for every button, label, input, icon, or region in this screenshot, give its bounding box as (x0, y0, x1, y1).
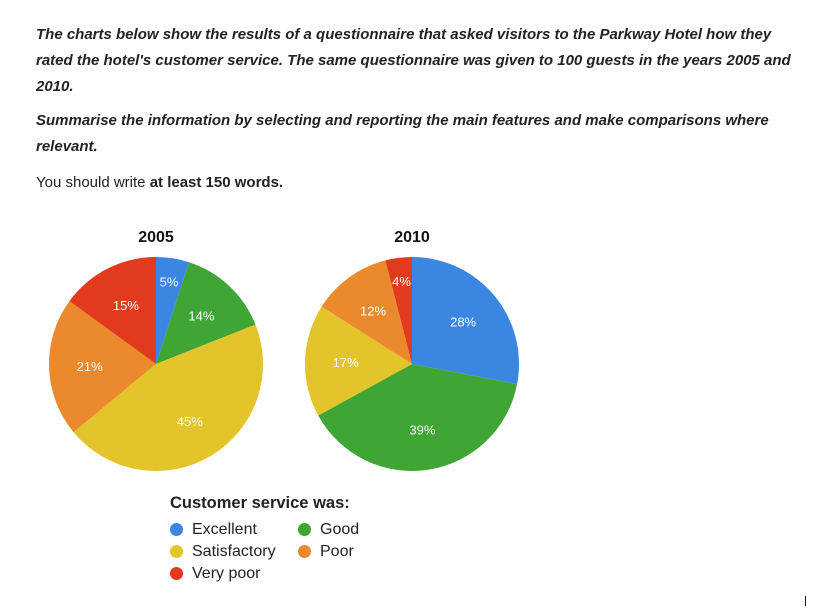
pie-slice-poor (321, 260, 412, 364)
good-color-dot (298, 523, 311, 536)
pie-chart-2010: 2010 28% 39% 17% 12% 4% (305, 229, 519, 471)
very-poor-color-dot (170, 567, 183, 580)
task-instruction: Summarise the information by selecting a… (36, 112, 769, 155)
legend-label-satisfactory: Satisfactory (192, 542, 276, 560)
legend-grid: Excellent Good Satisfactory Poor Very po… (170, 519, 398, 584)
legend-item-poor: Poor (298, 541, 398, 562)
pie-slice-satisfactory (305, 306, 412, 416)
legend-item-good: Good (298, 519, 398, 540)
slice-label-very-poor: 15% (113, 298, 139, 313)
slice-label-satisfactory: 17% (333, 355, 359, 370)
note-bold: at least 150 words. (149, 174, 284, 191)
slice-label-good: 39% (409, 423, 435, 438)
legend-item-satisfactory: Satisfactory (170, 541, 298, 562)
slice-label-excellent: 28% (450, 315, 476, 330)
pie-slice-excellent (156, 257, 190, 364)
pie-slice-very-poor (69, 257, 156, 364)
pie-slice-very-poor (385, 257, 412, 364)
poor-color-dot (298, 545, 311, 558)
legend-title: Customer service was: (170, 494, 350, 512)
legend-label-excellent: Excellent (192, 520, 257, 538)
slice-label-excellent: 5% (160, 275, 179, 290)
slice-label-very-poor: 4% (392, 274, 411, 289)
legend-label-poor: Poor (320, 542, 354, 560)
legend-item-very-poor: Very poor (170, 563, 298, 584)
slice-label-poor: 12% (360, 303, 386, 318)
pie-title: 2005 (138, 229, 174, 246)
corner-mark (805, 596, 806, 606)
legend-item-excellent: Excellent (170, 519, 298, 540)
task-prompt: The charts below show the results of a q… (36, 26, 791, 95)
legend-label-good: Good (320, 520, 360, 538)
legend: Customer service was: Excellent Good Sat… (170, 494, 398, 584)
slice-label-satisfactory: 45% (177, 414, 203, 429)
pie-charts: 2005 5% 14% 45% 21% 15% 2010 28% 39% 17% 12% 4% (48, 229, 519, 471)
word-count-note: You should write at least 150 words. (36, 170, 806, 196)
pie-slice-good (318, 364, 518, 471)
satisfactory-color-dot (170, 545, 183, 558)
task-description: The charts below show the results of a q… (36, 22, 806, 196)
pie-slice-poor (48, 301, 156, 433)
pie-slice-excellent (412, 257, 519, 385)
excellent-color-dot (170, 523, 183, 536)
note-prefix: You should write (36, 174, 150, 191)
pie-title: 2010 (394, 229, 430, 246)
pie-slice-satisfactory (73, 324, 263, 471)
pie-chart-2005: 2005 5% 14% 45% 21% 15% (48, 229, 263, 471)
pie-slice-good (156, 262, 256, 364)
slice-label-good: 14% (188, 309, 214, 324)
legend-label-very-poor: Very poor (192, 564, 261, 582)
slice-label-poor: 21% (77, 359, 103, 374)
